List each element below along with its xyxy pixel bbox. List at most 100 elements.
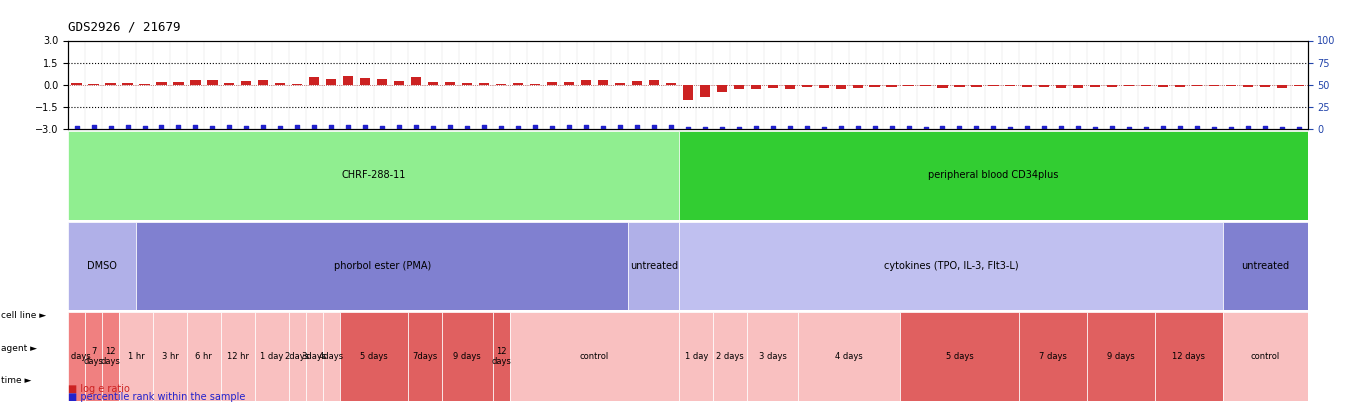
Bar <box>937 85 948 87</box>
Point <box>202 125 223 131</box>
Text: 2 days: 2 days <box>716 352 744 361</box>
Text: control: control <box>580 352 609 361</box>
FancyBboxPatch shape <box>68 131 680 220</box>
Text: time ►: time ► <box>1 376 31 385</box>
FancyBboxPatch shape <box>1087 312 1155 401</box>
Point <box>1016 125 1038 132</box>
Text: CHRF-288-11: CHRF-288-11 <box>342 171 406 181</box>
Bar <box>71 83 82 85</box>
Text: 1 hr: 1 hr <box>128 352 144 361</box>
Bar <box>632 81 642 85</box>
FancyBboxPatch shape <box>339 312 407 401</box>
Point <box>727 126 749 132</box>
Point <box>1102 125 1124 132</box>
Bar <box>955 85 964 87</box>
Bar <box>700 85 710 97</box>
FancyBboxPatch shape <box>153 312 187 401</box>
Point <box>524 124 546 131</box>
Point <box>354 124 376 130</box>
FancyBboxPatch shape <box>68 312 84 401</box>
Bar <box>377 79 387 85</box>
Point <box>65 124 87 131</box>
Bar <box>259 80 268 85</box>
Point <box>372 124 394 131</box>
Text: 2days: 2days <box>285 352 311 361</box>
Bar <box>513 83 523 85</box>
Text: ■ percentile rank within the sample: ■ percentile rank within the sample <box>68 392 245 402</box>
Bar <box>139 84 150 85</box>
Bar <box>869 85 880 87</box>
Bar <box>682 85 693 100</box>
FancyBboxPatch shape <box>407 312 441 401</box>
Text: cell line ►: cell line ► <box>1 311 46 320</box>
Text: 4 days: 4 days <box>63 352 90 361</box>
Bar <box>1124 85 1135 86</box>
Bar <box>462 83 473 85</box>
Bar <box>1023 85 1032 87</box>
Point <box>627 124 648 130</box>
Point <box>99 124 121 131</box>
Point <box>795 125 817 132</box>
Point <box>1136 126 1158 132</box>
FancyBboxPatch shape <box>84 312 102 401</box>
Bar <box>89 84 98 85</box>
Bar <box>887 85 896 87</box>
Text: 9 days: 9 days <box>454 352 481 361</box>
Point <box>490 124 512 131</box>
Bar <box>1039 85 1050 87</box>
Text: DMSO: DMSO <box>87 261 117 271</box>
Bar <box>394 81 405 85</box>
Text: control: control <box>1250 352 1280 361</box>
Bar <box>921 85 930 86</box>
Point <box>1152 125 1174 132</box>
FancyBboxPatch shape <box>255 312 289 401</box>
Text: 12 hr: 12 hr <box>227 352 249 361</box>
Point <box>575 124 597 130</box>
Bar <box>1005 85 1016 86</box>
Text: untreated: untreated <box>629 261 678 271</box>
Bar <box>173 82 184 85</box>
Text: 5 days: 5 days <box>360 352 388 361</box>
Point <box>286 124 308 131</box>
Bar <box>105 83 116 85</box>
Text: agent ►: agent ► <box>1 344 37 353</box>
Point <box>439 124 460 131</box>
Point <box>236 124 257 131</box>
FancyBboxPatch shape <box>221 312 255 401</box>
Bar <box>1141 85 1151 86</box>
Point <box>898 125 919 132</box>
Point <box>252 124 274 130</box>
Text: 12
days: 12 days <box>101 347 120 366</box>
Point <box>1084 126 1106 132</box>
Point <box>151 124 173 130</box>
Bar <box>802 85 812 87</box>
FancyBboxPatch shape <box>118 312 153 401</box>
Point <box>643 124 665 130</box>
Bar <box>1278 85 1287 87</box>
Bar <box>785 85 795 90</box>
FancyBboxPatch shape <box>1019 312 1087 401</box>
Bar <box>275 83 286 85</box>
Bar <box>903 85 914 86</box>
Bar <box>241 81 252 85</box>
Point <box>1186 125 1208 132</box>
Point <box>745 125 767 132</box>
FancyBboxPatch shape <box>323 312 339 401</box>
Bar <box>750 85 761 89</box>
Bar <box>1057 85 1066 87</box>
Bar <box>479 83 489 85</box>
Point <box>1271 125 1293 132</box>
Point <box>829 125 851 132</box>
Point <box>779 125 801 132</box>
Point <box>661 124 682 130</box>
Point <box>83 124 105 131</box>
Text: ■ log e ratio: ■ log e ratio <box>68 384 129 394</box>
Point <box>1000 125 1022 132</box>
Bar <box>191 81 200 85</box>
FancyBboxPatch shape <box>1223 312 1308 401</box>
Point <box>1220 126 1242 132</box>
Point <box>422 124 444 131</box>
Bar <box>225 83 234 85</box>
Text: phorbol ester (PMA): phorbol ester (PMA) <box>334 261 430 271</box>
Text: GDS2926 / 21679: GDS2926 / 21679 <box>68 20 181 33</box>
